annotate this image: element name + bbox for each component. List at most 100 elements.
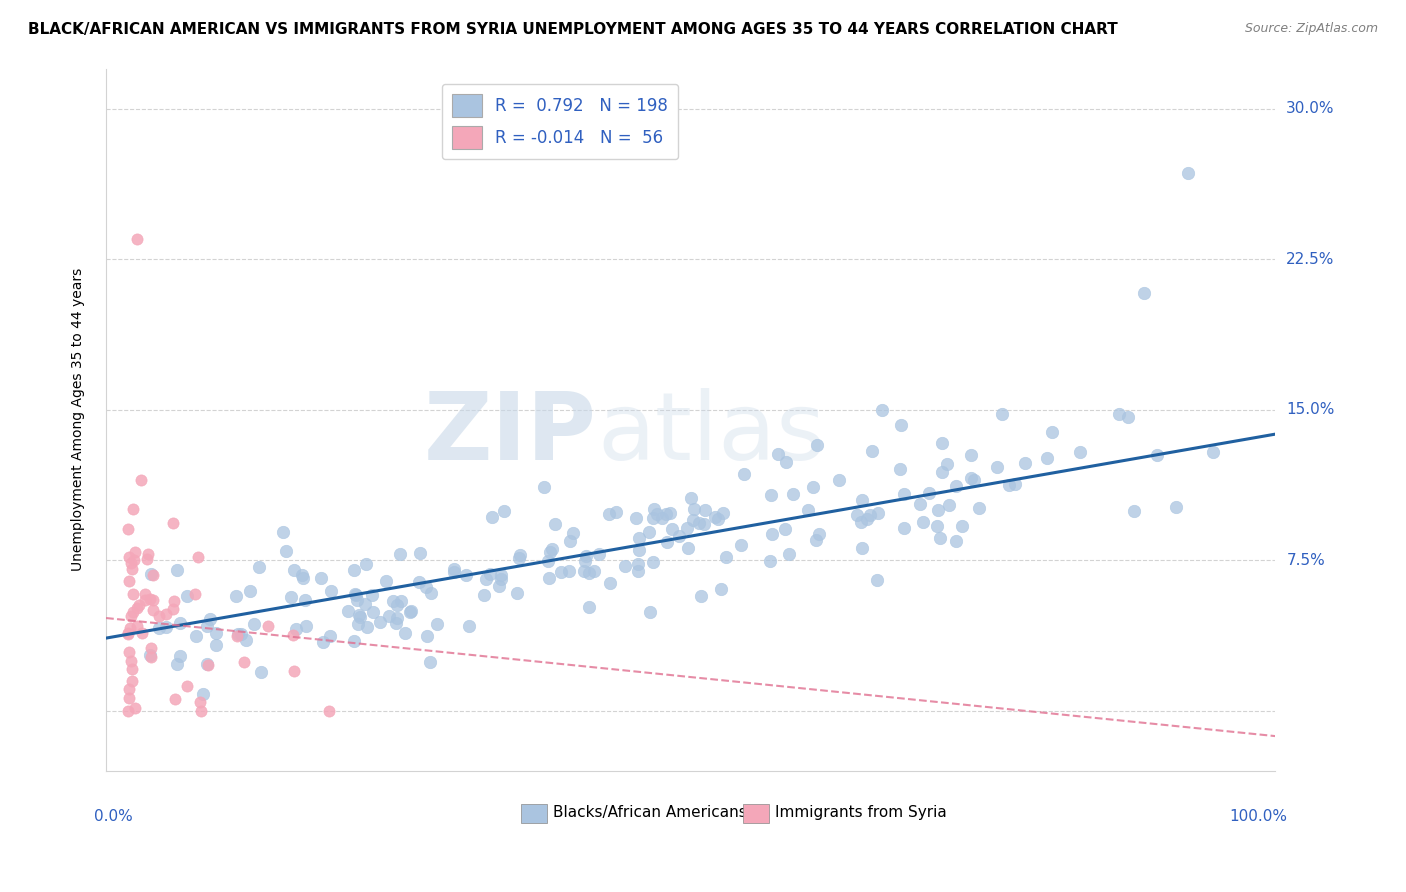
Point [851, 541, 873, 555]
Text: Immigrants from Syria: Immigrants from Syria [775, 805, 946, 821]
Point [1004, 477, 1026, 491]
Point [118, 645, 141, 659]
Point [801, 480, 824, 494]
Point [561, 526, 583, 541]
Point [489, 568, 512, 582]
Point [169, 616, 191, 631]
Text: Source: ZipAtlas.com: Source: ZipAtlas.com [1244, 22, 1378, 36]
Point [148, 621, 170, 635]
Point [693, 503, 716, 517]
Point [936, 457, 959, 471]
Point [127, 601, 149, 615]
Point [458, 619, 481, 633]
Point [242, 617, 264, 632]
Text: 100.0%: 100.0% [1229, 809, 1286, 824]
Point [931, 466, 953, 480]
Point [169, 649, 191, 664]
Point [582, 564, 605, 578]
Point [136, 547, 159, 561]
Point [128, 598, 150, 612]
Point [197, 657, 219, 672]
Text: atlas: atlas [598, 388, 825, 480]
Point [505, 586, 527, 600]
Point [693, 517, 716, 532]
Point [890, 417, 912, 432]
Point [117, 627, 139, 641]
Point [274, 544, 297, 558]
Point [537, 554, 560, 568]
Point [122, 587, 145, 601]
Point [645, 507, 668, 521]
Point [492, 504, 515, 518]
Point [676, 521, 699, 535]
Point [1035, 450, 1057, 465]
Point [574, 554, 596, 568]
Point [311, 635, 333, 649]
Point [1108, 407, 1130, 421]
Point [394, 626, 416, 640]
Point [682, 513, 704, 527]
Text: 30.0%: 30.0% [1286, 101, 1334, 116]
Point [343, 633, 366, 648]
Point [162, 516, 184, 530]
Point [188, 695, 211, 709]
Point [239, 584, 262, 599]
Point [1123, 504, 1146, 518]
Point [509, 549, 531, 563]
Point [704, 509, 727, 524]
Point [638, 605, 661, 619]
Point [643, 555, 665, 569]
Point [425, 617, 447, 632]
Point [309, 571, 332, 585]
Point [575, 549, 598, 564]
Point [205, 638, 228, 652]
Point [162, 601, 184, 615]
Point [443, 562, 465, 576]
Point [131, 625, 153, 640]
Point [360, 589, 382, 603]
Point [637, 524, 659, 539]
Point [354, 598, 377, 612]
Point [346, 593, 368, 607]
Point [356, 620, 378, 634]
Point [925, 519, 948, 533]
Point [986, 459, 1008, 474]
Point [733, 467, 755, 482]
Point [368, 615, 391, 629]
Point [538, 545, 561, 559]
Point [598, 507, 620, 521]
Point [124, 544, 146, 558]
Point [122, 605, 145, 619]
Point [963, 473, 986, 487]
Point [347, 607, 370, 622]
Point [711, 506, 734, 520]
Point [643, 502, 665, 516]
Point [550, 565, 572, 579]
Point [408, 575, 430, 590]
Point [605, 505, 627, 519]
Point [281, 628, 304, 642]
Point [247, 559, 270, 574]
Point [125, 619, 148, 633]
Point [226, 626, 249, 640]
Point [488, 579, 510, 593]
Point [195, 657, 218, 671]
Point [344, 588, 367, 602]
Point [1069, 445, 1091, 459]
Point [1177, 166, 1199, 180]
Point [134, 593, 156, 607]
Point [845, 508, 868, 523]
Point [851, 492, 873, 507]
Point [574, 564, 596, 578]
Point [294, 619, 316, 633]
Point [117, 704, 139, 718]
Point [668, 529, 690, 543]
Point [541, 542, 564, 557]
Point [661, 522, 683, 536]
Point [138, 592, 160, 607]
Point [231, 627, 253, 641]
Point [389, 547, 412, 561]
Point [233, 655, 256, 669]
Point [796, 503, 818, 517]
Point [481, 509, 503, 524]
